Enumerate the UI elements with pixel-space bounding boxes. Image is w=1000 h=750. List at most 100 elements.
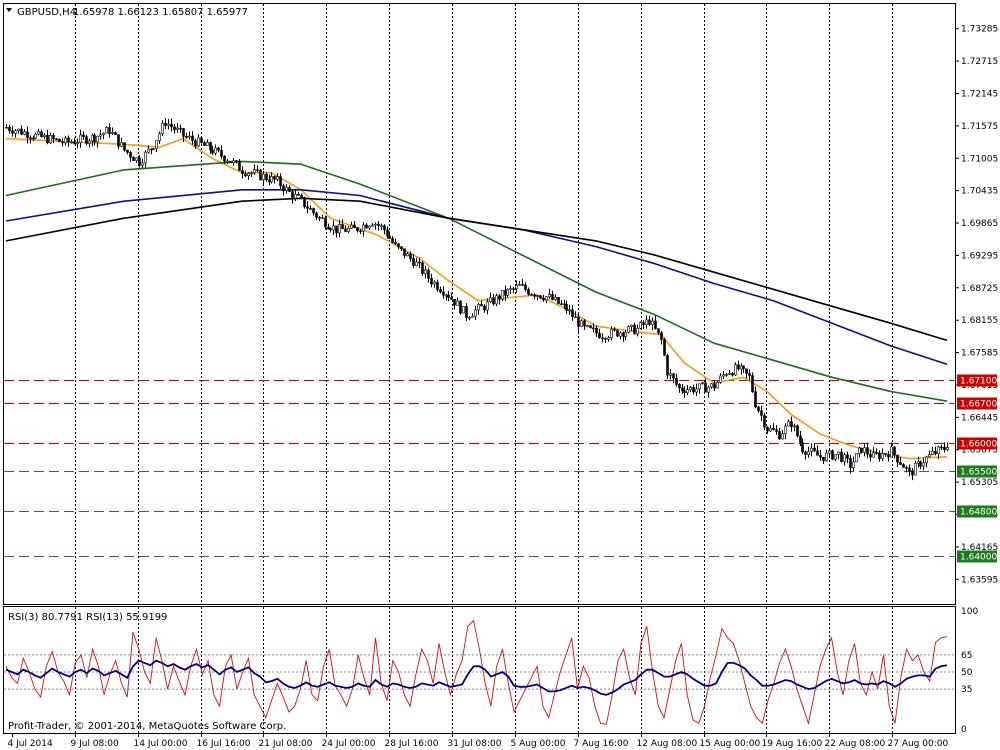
candle-body <box>188 135 191 138</box>
candle-body <box>509 288 512 290</box>
candle-body <box>869 453 872 458</box>
candle-body <box>660 332 663 340</box>
candle-body <box>884 453 887 455</box>
candle-body <box>29 137 32 140</box>
y-tick-label: 1.66445 <box>961 413 998 423</box>
candle-body <box>583 320 586 327</box>
candle-body <box>922 462 925 467</box>
y-tick-label: 1.63595 <box>961 575 998 585</box>
rsi-axis: 100 65 50 35 0 <box>961 607 978 735</box>
candle-body <box>185 136 188 138</box>
candle-body <box>911 470 914 476</box>
level-label: 1.66000 <box>960 440 997 450</box>
candle-body <box>418 261 421 264</box>
candle-body <box>745 368 748 374</box>
candle-body <box>250 172 253 175</box>
candle-body <box>37 131 40 135</box>
candle-body <box>734 364 737 376</box>
candle-body <box>574 316 577 319</box>
candle-body <box>831 450 834 460</box>
candle-body <box>902 464 905 468</box>
candle-body <box>191 135 194 141</box>
candle-body <box>810 447 813 452</box>
candle-body <box>179 127 182 130</box>
x-tick-label: 21 Jul 08:00 <box>259 739 313 749</box>
candle-body <box>253 169 256 174</box>
candle-body <box>610 328 613 338</box>
candle-body <box>813 447 816 452</box>
candle-body <box>388 236 391 239</box>
candle-body <box>70 141 73 144</box>
candle-body <box>681 387 684 392</box>
candle-body <box>787 421 790 427</box>
candle-body <box>710 383 713 388</box>
candle-body <box>784 425 787 435</box>
candle-body <box>934 450 937 455</box>
candle-body <box>214 147 217 154</box>
candle-body <box>309 208 312 210</box>
candle-body <box>132 157 135 161</box>
candle-body <box>43 134 46 138</box>
y-tick-label: 1.64165 <box>961 543 998 553</box>
candle-body <box>846 454 849 459</box>
candle-body <box>515 284 518 289</box>
candle-body <box>20 128 23 135</box>
candle-body <box>881 453 884 459</box>
candle-body <box>627 326 630 333</box>
level-label-box <box>957 374 997 387</box>
candle-body <box>144 151 147 164</box>
candle-body <box>120 142 123 147</box>
candle-body <box>946 447 949 450</box>
candle-body <box>362 224 365 232</box>
rsi-tick-label: 50 <box>961 668 973 678</box>
y-tick-label: 1.67585 <box>961 349 998 359</box>
level-label: 1.66700 <box>960 400 997 410</box>
candle-body <box>899 461 902 465</box>
candle-body <box>353 224 356 229</box>
candle-body <box>232 160 235 163</box>
candle-body <box>834 454 837 460</box>
candle-body <box>666 354 669 376</box>
candle-body <box>799 435 802 443</box>
candle-body <box>613 328 616 331</box>
candle-body <box>781 433 784 440</box>
candle-body <box>725 374 728 376</box>
candle-body <box>459 300 462 314</box>
candle-body <box>822 456 825 462</box>
y-tick-label: 1.68155 <box>961 316 998 326</box>
candle-body <box>49 134 52 144</box>
candle-body <box>943 446 946 450</box>
candle-body <box>76 142 79 145</box>
level-labels: 1.67100 1.66700 1.66000 1.65500 1.64800 1.640… <box>957 374 997 563</box>
rsi-title: RSI(3) 80.7791 RSI(13) 55.9199 <box>8 612 167 623</box>
candle-body <box>341 224 344 230</box>
candle-body <box>619 332 622 337</box>
candle-body <box>412 258 415 267</box>
candle-body <box>194 140 197 147</box>
candle-body <box>350 224 353 229</box>
candle-body <box>704 382 707 393</box>
candle-body <box>908 467 911 472</box>
candle-body <box>545 296 548 301</box>
level-label-box <box>957 550 997 563</box>
candle-body <box>391 238 394 243</box>
candle-body <box>630 324 633 327</box>
candle-body <box>701 382 704 385</box>
candle-body <box>616 329 619 337</box>
x-tick-label: 27 Aug 00:00 <box>888 739 949 749</box>
candle-body <box>223 155 226 162</box>
candle-body <box>937 446 940 455</box>
x-tick-label: 7 Aug 16:00 <box>574 739 629 749</box>
candle-body <box>560 303 563 305</box>
y-tick-label: 1.68725 <box>961 284 998 294</box>
candle-body <box>471 315 474 318</box>
y-tick-label: 1.65305 <box>961 478 998 488</box>
candle-body <box>719 375 722 383</box>
dropdown-triangle-icon[interactable] <box>6 8 12 12</box>
candle-body <box>477 304 480 311</box>
time-axis: 4 Jul 2014 9 Jul 08:00 14 Jul 00:00 16 Jul … <box>8 733 949 749</box>
candle-body <box>698 383 701 390</box>
candle-body <box>766 426 769 432</box>
